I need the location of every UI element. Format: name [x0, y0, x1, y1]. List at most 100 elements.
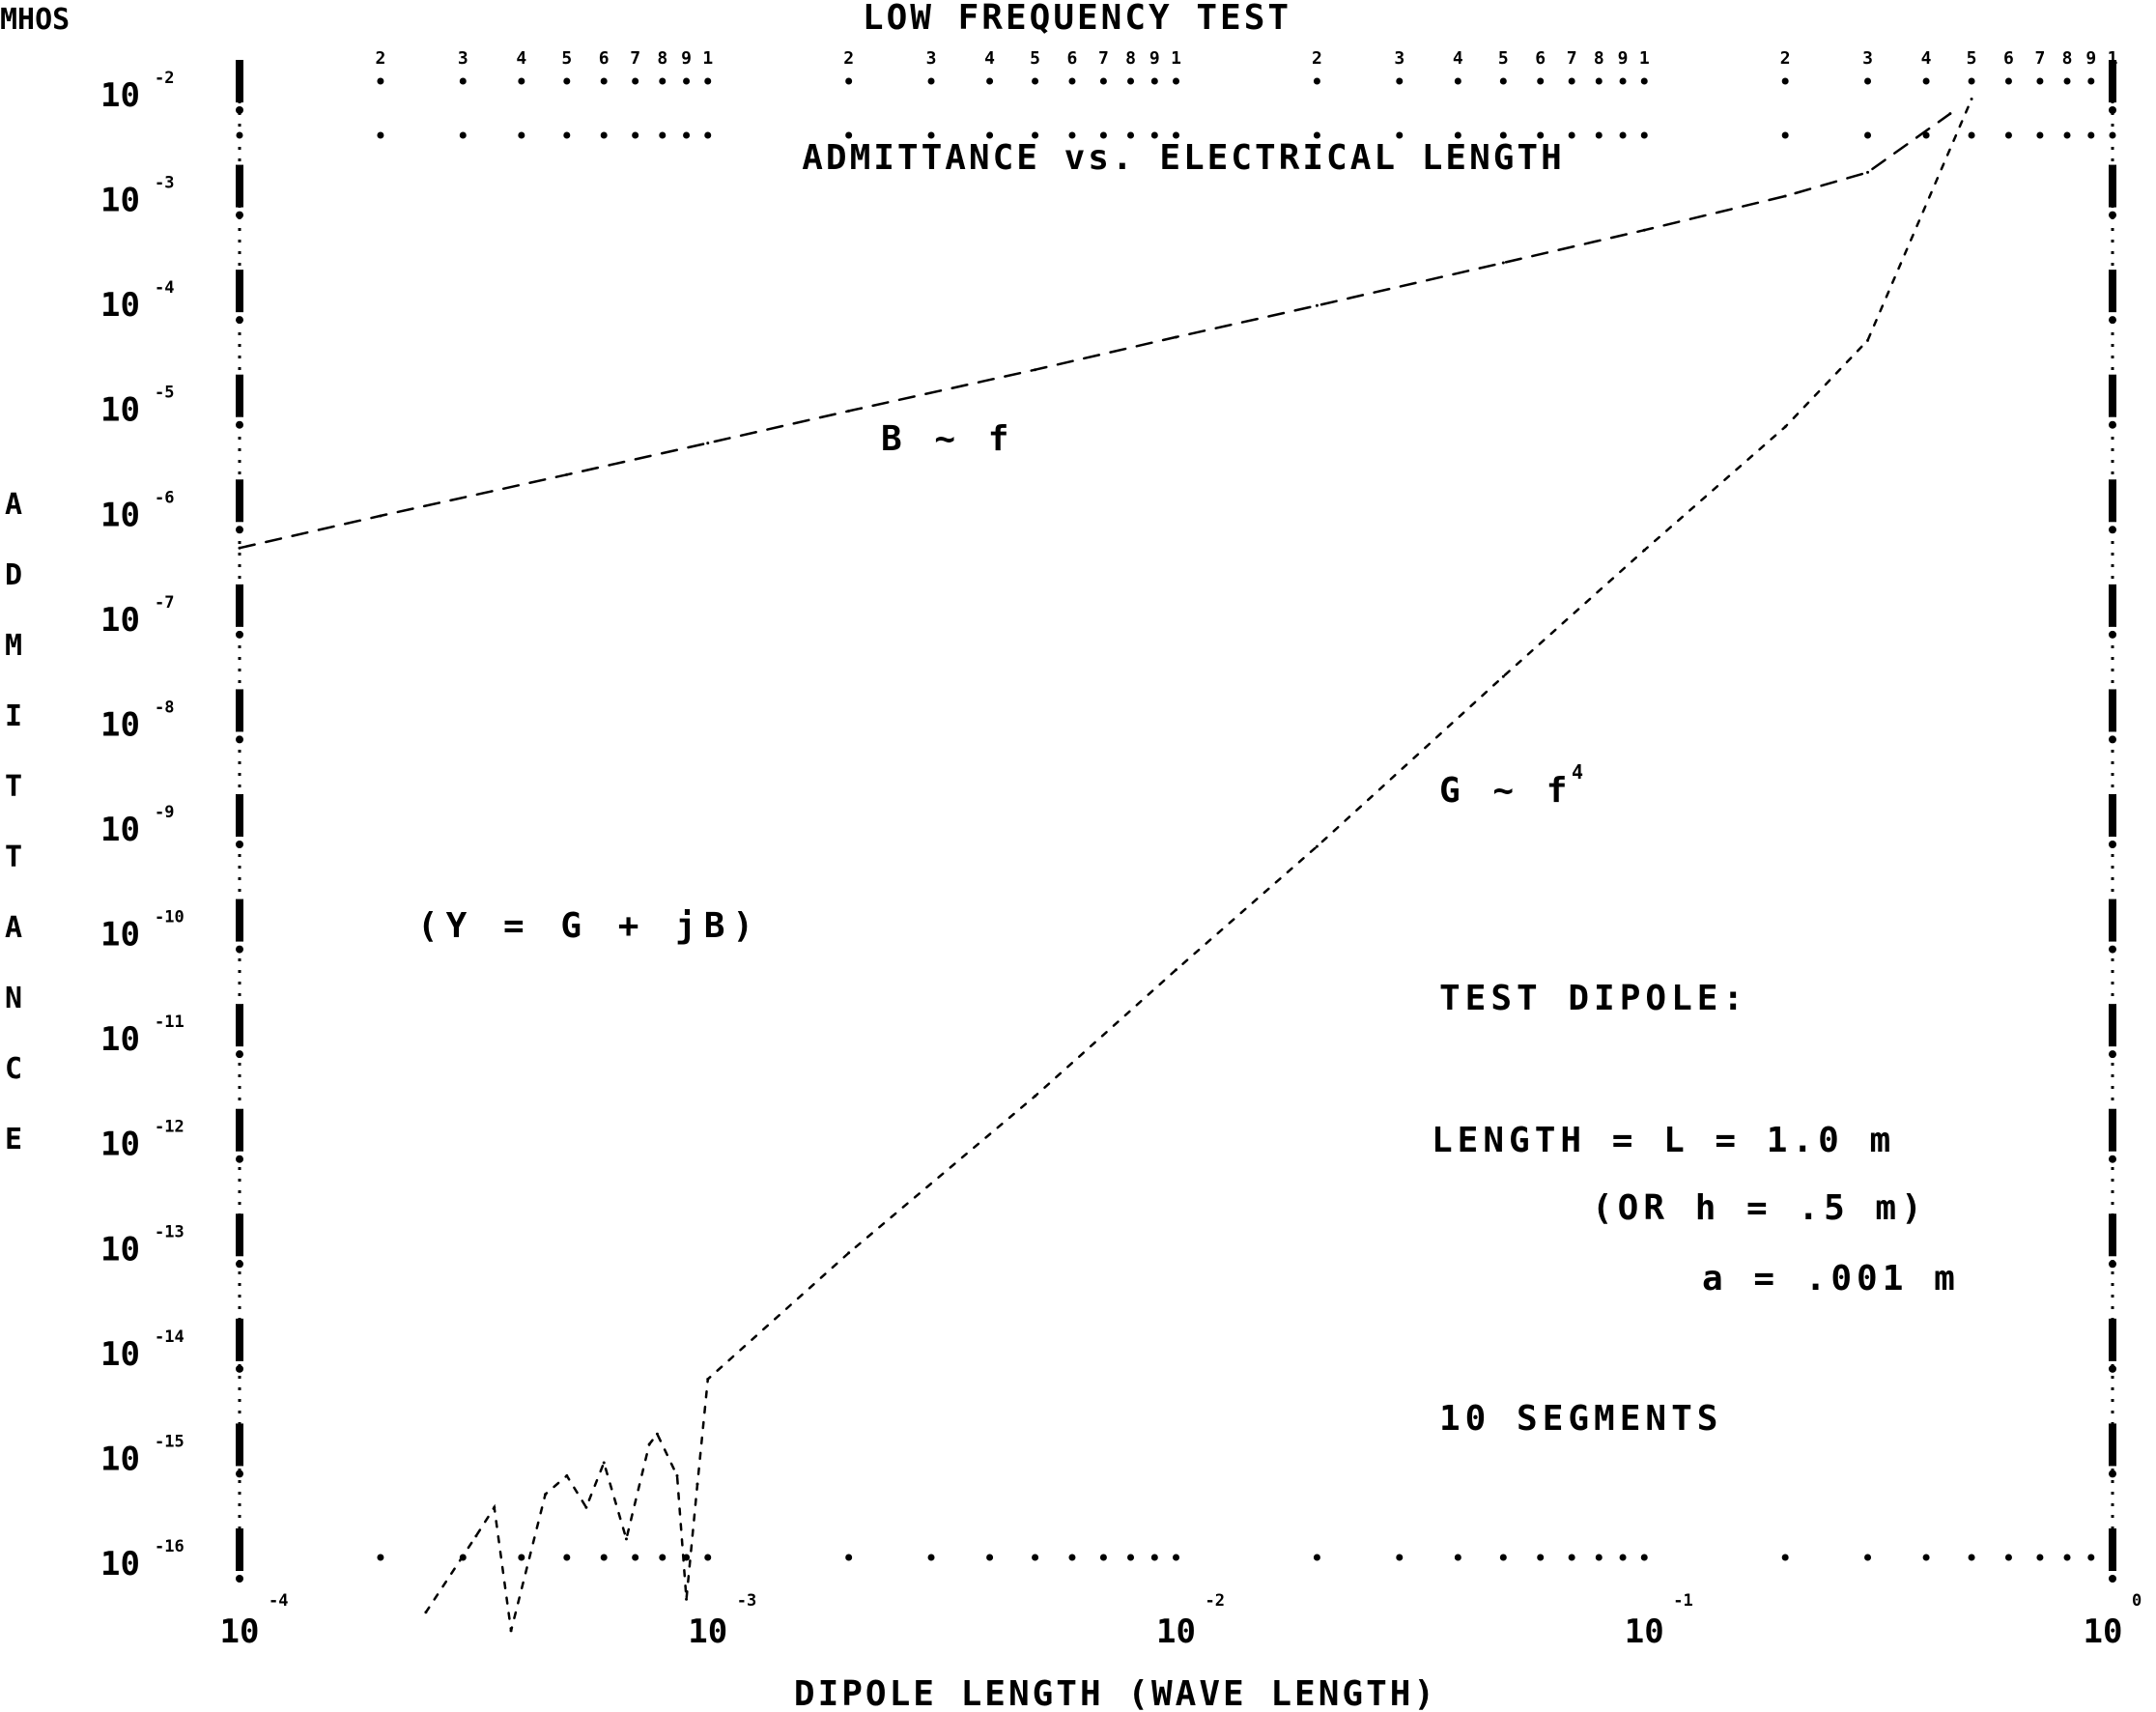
- series-g-point: [544, 1493, 548, 1497]
- top-minor-tick-label: 3: [1862, 48, 1873, 69]
- top-axis-tick-row: [683, 131, 691, 139]
- top-axis-tick-row: [2109, 131, 2116, 139]
- y-tick-exponent: -5: [155, 384, 174, 403]
- series-g-point: [695, 1482, 699, 1486]
- bottom-axis-tick: [2063, 1554, 2071, 1561]
- right-axis-tick: [2109, 374, 2116, 417]
- top-minor-tick-label: 5: [1967, 48, 1977, 69]
- bottom-axis-tick: [1068, 1554, 1076, 1561]
- right-axis-tick: [2109, 270, 2116, 313]
- bottom-axis-tick: [2036, 1554, 2044, 1561]
- top-axis-tick-row: [659, 131, 667, 139]
- y-axis-label-letter: D: [5, 558, 22, 592]
- bottom-axis-tick: [986, 1554, 994, 1561]
- bottom-axis-tick: [377, 1554, 384, 1561]
- left-axis-tick-dot: [236, 630, 243, 639]
- right-axis-tick: [2109, 1108, 2116, 1152]
- top-axis-tick-row: [632, 131, 639, 139]
- y-tick-exponent: -2: [155, 69, 174, 88]
- top-axis-tick-row: [1922, 131, 1930, 139]
- y-tick-exponent: -7: [155, 593, 174, 613]
- x-tick-exponent: -2: [1206, 1591, 1225, 1611]
- top-axis-tick-row: [1537, 131, 1545, 139]
- top-minor-tick-label: 7: [630, 48, 640, 69]
- series-b-point: [379, 514, 383, 518]
- top-axis-tick-row: [704, 131, 712, 139]
- top-axis-tick-row: [2004, 131, 2012, 139]
- right-axis-tick-dot: [2109, 420, 2116, 429]
- left-axis-tick: [236, 584, 243, 627]
- y-tick-exponent: -13: [155, 1222, 184, 1241]
- y-tick-label: 10: [100, 182, 140, 220]
- series-b-point: [1948, 112, 1952, 116]
- right-axis-tick-dot: [2109, 211, 2116, 219]
- series-layer: [238, 98, 1973, 1633]
- g-series-label-text: G ~ f: [1439, 771, 1573, 811]
- top-axis-tick: [1568, 77, 1575, 85]
- length-line: LENGTH = L = 1.0 m: [1432, 1121, 1895, 1160]
- dipole-title: TEST DIPOLE:: [1439, 979, 1748, 1018]
- bottom-axis-tick: [632, 1554, 639, 1561]
- top-axis-tick-row: [1595, 131, 1603, 139]
- left-axis-tick: [236, 689, 243, 732]
- series-b-point: [565, 472, 569, 476]
- top-minor-tick-label: 5: [1498, 48, 1509, 69]
- top-axis-tick: [2063, 77, 2071, 85]
- top-axis-tick-row: [459, 131, 467, 139]
- x-tick-label: 10: [1156, 1612, 1196, 1651]
- left-axis-tick-dot: [236, 841, 243, 848]
- left-axis-tick: [236, 479, 243, 523]
- x-tick-label: 10: [1625, 1612, 1664, 1651]
- series-g-point: [1034, 1095, 1037, 1099]
- left-axis-tick: [236, 270, 243, 313]
- series-g-point: [655, 1432, 659, 1436]
- y-axis-label-letter: I: [5, 699, 22, 733]
- y-axis-label-letter: E: [5, 1123, 22, 1156]
- top-axis-tick-row: [1173, 131, 1179, 139]
- top-axis-tick: [1032, 77, 1039, 85]
- top-minor-tick-label: 7: [1567, 48, 1577, 69]
- bottom-axis-tick: [1781, 1554, 1789, 1561]
- x-axis-label: DIPOLE LENGTH (WAVE LENGTH): [794, 1674, 1437, 1712]
- bottom-axis-tick: [518, 1554, 525, 1561]
- left-axis-tick-dot: [236, 526, 243, 534]
- y-tick-label: 10: [100, 286, 140, 325]
- top-axis-tick: [1150, 77, 1158, 85]
- series-g-point: [424, 1611, 428, 1614]
- bottom-axis-tick: [683, 1554, 691, 1561]
- top-axis-tick: [1537, 77, 1545, 85]
- y-tick-label: 10: [100, 1440, 140, 1478]
- left-axis-tick: [236, 1108, 243, 1152]
- bottom-axis-tick: [1032, 1554, 1039, 1561]
- top-axis-tick-row: [377, 131, 384, 139]
- chart-subtitle: ADMITTANCE vs. ELECTRICAL LENGTH: [802, 138, 1565, 178]
- bottom-axis-tick: [1127, 1554, 1135, 1561]
- top-minor-tick-label: 2: [1312, 48, 1322, 69]
- bottom-axis-tick: [600, 1554, 608, 1561]
- unit-label: MHOS: [0, 3, 70, 37]
- top-minor-tick-label: 1: [702, 48, 713, 69]
- y-tick-label: 10: [100, 1335, 140, 1374]
- top-minor-tick-label: 6: [1067, 48, 1078, 69]
- x-tick-labels: 10 -4 10 -3 10 -2 10 -1 10 0: [220, 1591, 2142, 1651]
- equation-label: (Y = G + jB): [417, 906, 761, 946]
- right-axis-tick: [2109, 584, 2116, 627]
- radius-line: a = .001 m: [1702, 1259, 1960, 1298]
- top-axis-tick: [1173, 77, 1179, 85]
- top-axis-tick: [236, 77, 243, 85]
- right-axis-tick: [2109, 689, 2116, 732]
- top-axis-tick-row: [236, 131, 243, 139]
- top-minor-tick-label: 2: [1780, 48, 1791, 69]
- left-axis-tick-dot: [236, 1364, 243, 1373]
- left-axis-tick-dot: [236, 1260, 243, 1269]
- top-axis-tick-row: [1032, 131, 1039, 139]
- x-tick-exponent: -1: [1673, 1591, 1692, 1611]
- top-minor-tick-label: 1: [1171, 48, 1181, 69]
- top-axis-tick-row: [1127, 131, 1135, 139]
- right-axis-tick: [2109, 899, 2116, 942]
- series-g-point: [1501, 674, 1505, 678]
- series-g-point: [1783, 425, 1787, 429]
- series-b-point: [1175, 335, 1177, 339]
- left-axis-tick: [236, 374, 243, 417]
- right-axis-tick-dot: [2109, 945, 2116, 954]
